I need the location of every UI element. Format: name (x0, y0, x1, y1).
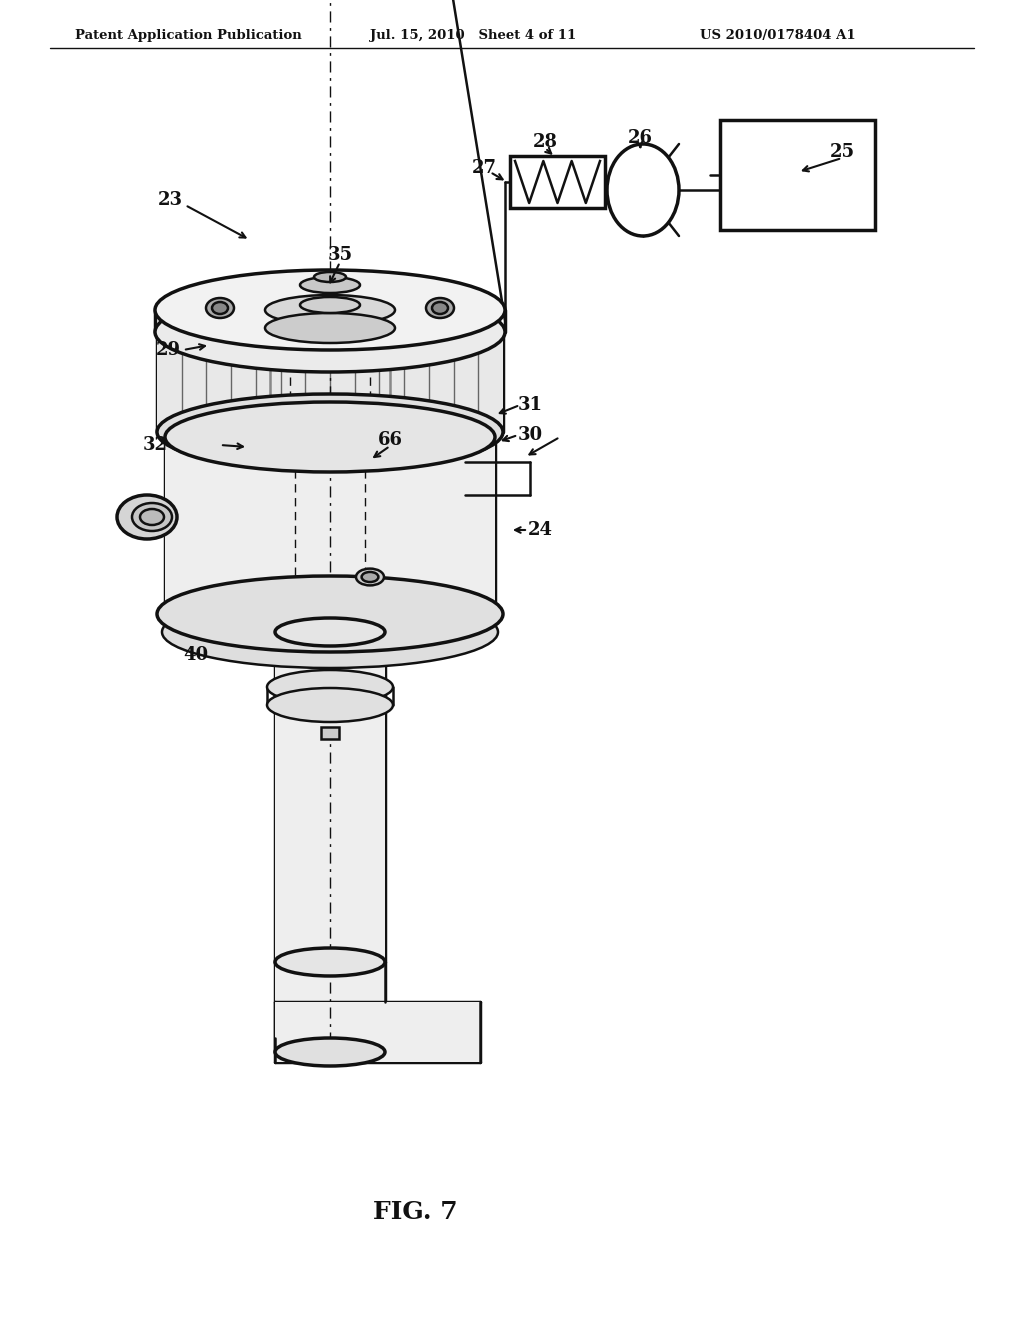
Bar (165, 437, 495, 622)
Text: 24: 24 (527, 521, 553, 539)
Text: 28: 28 (532, 133, 557, 150)
Ellipse shape (165, 403, 495, 473)
Ellipse shape (265, 294, 395, 325)
Ellipse shape (607, 144, 679, 236)
Ellipse shape (206, 298, 234, 318)
Text: 40: 40 (183, 645, 209, 664)
Text: Patent Application Publication: Patent Application Publication (75, 29, 302, 41)
Bar (275, 632, 385, 962)
Ellipse shape (267, 671, 393, 704)
Text: 26: 26 (628, 129, 652, 147)
Text: 66: 66 (378, 432, 402, 449)
Ellipse shape (157, 576, 503, 652)
Bar (157, 333, 503, 432)
Bar (275, 962, 385, 1052)
Ellipse shape (432, 302, 449, 314)
Ellipse shape (361, 572, 379, 582)
Text: 32: 32 (142, 436, 168, 454)
Bar (275, 1002, 480, 1063)
Ellipse shape (300, 277, 360, 293)
Ellipse shape (275, 948, 385, 975)
Text: 30: 30 (517, 426, 543, 444)
Text: US 2010/0178404 A1: US 2010/0178404 A1 (700, 29, 856, 41)
Text: 31: 31 (517, 396, 543, 414)
Text: 27: 27 (471, 158, 497, 177)
Bar (510, 156, 605, 209)
Ellipse shape (275, 1038, 385, 1067)
Ellipse shape (157, 393, 503, 470)
Ellipse shape (212, 302, 228, 314)
Ellipse shape (267, 688, 393, 722)
Ellipse shape (155, 292, 505, 372)
Ellipse shape (300, 297, 360, 313)
Ellipse shape (165, 587, 495, 657)
Ellipse shape (426, 298, 454, 318)
Bar (720, 120, 874, 230)
Ellipse shape (162, 597, 498, 668)
Ellipse shape (356, 569, 384, 585)
Text: 35: 35 (328, 246, 352, 264)
Ellipse shape (265, 313, 395, 343)
Text: FIG. 7: FIG. 7 (373, 1200, 458, 1224)
Ellipse shape (140, 510, 164, 525)
Bar (321, 727, 339, 739)
Ellipse shape (132, 503, 172, 531)
Ellipse shape (117, 495, 177, 539)
Ellipse shape (275, 618, 385, 645)
Text: 23: 23 (158, 191, 182, 209)
Text: 25: 25 (829, 143, 855, 161)
Ellipse shape (314, 272, 346, 282)
Text: Jul. 15, 2010   Sheet 4 of 11: Jul. 15, 2010 Sheet 4 of 11 (370, 29, 577, 41)
Ellipse shape (155, 271, 505, 350)
Text: 29: 29 (156, 341, 180, 359)
